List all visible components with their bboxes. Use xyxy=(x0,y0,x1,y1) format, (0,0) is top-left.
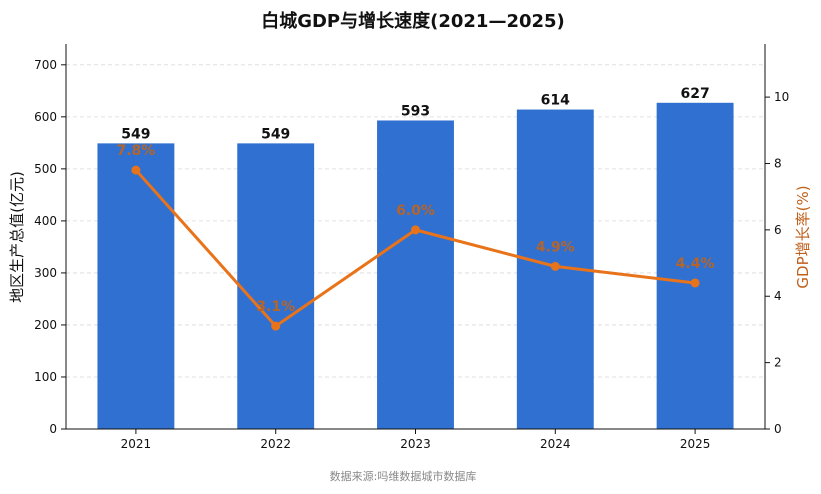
y2-tick-label: 6 xyxy=(774,223,782,237)
x-tick-label: 2022 xyxy=(260,437,291,451)
growth-rate-label: 3.1% xyxy=(256,299,295,315)
growth-rate-label: 4.4% xyxy=(676,256,715,272)
y-tick-label: 600 xyxy=(34,110,57,124)
y-tick-label: 700 xyxy=(34,58,57,72)
growth-rate-label: 7.8% xyxy=(116,143,155,159)
bar-value-label: 593 xyxy=(401,103,430,119)
bar-value-label: 614 xyxy=(541,93,570,109)
y2-tick-label: 10 xyxy=(774,90,789,104)
growth-rate-label: 4.9% xyxy=(536,239,575,255)
growth-rate-label: 6.0% xyxy=(396,203,435,219)
y-axis-label: 地区生产总值(亿元) xyxy=(8,171,26,303)
axes: 0 100 200 300 400 500 600 700 0 2 4 6 8 10 2021 2022 202… xyxy=(34,44,789,451)
growth-point xyxy=(690,278,700,288)
growth-point xyxy=(271,321,281,331)
y-tick-label: 200 xyxy=(34,318,57,332)
x-tick-label: 2023 xyxy=(400,437,431,451)
y2-tick-label: 0 xyxy=(774,422,782,436)
y-tick-label: 100 xyxy=(34,370,57,384)
x-tick-label: 2024 xyxy=(540,437,571,451)
y-tick-label: 300 xyxy=(34,266,57,280)
x-tick-label: 2025 xyxy=(680,437,711,451)
bar xyxy=(97,143,175,429)
growth-point xyxy=(131,165,141,175)
chart-title: 白城GDP与增长速度(2021—2025) xyxy=(261,10,565,32)
y2-tick-label: 4 xyxy=(774,289,782,303)
bar xyxy=(237,143,315,429)
bar-series: 549 549 593 614 627 xyxy=(97,86,734,430)
y-tick-label: 0 xyxy=(49,422,57,436)
y-tick-label: 400 xyxy=(34,214,57,228)
bar xyxy=(656,102,734,430)
bar-value-label: 627 xyxy=(680,86,709,102)
bar-value-label: 549 xyxy=(261,126,290,142)
growth-point xyxy=(550,261,560,271)
growth-line-series: 7.8% 3.1% 6.0% 4.9% 4.4% xyxy=(116,143,715,331)
x-tick-label: 2021 xyxy=(121,437,152,451)
y2-tick-label: 8 xyxy=(774,156,782,170)
y-tick-label: 500 xyxy=(34,162,57,176)
growth-point xyxy=(411,225,420,235)
bar xyxy=(377,120,454,429)
data-source-note: 数据来源:吗维数据城市数据库 xyxy=(330,469,477,483)
bar-value-label: 549 xyxy=(121,126,150,142)
y2-tick-label: 2 xyxy=(774,356,782,370)
y2-axis-label: GDP增长率(%) xyxy=(794,185,812,288)
